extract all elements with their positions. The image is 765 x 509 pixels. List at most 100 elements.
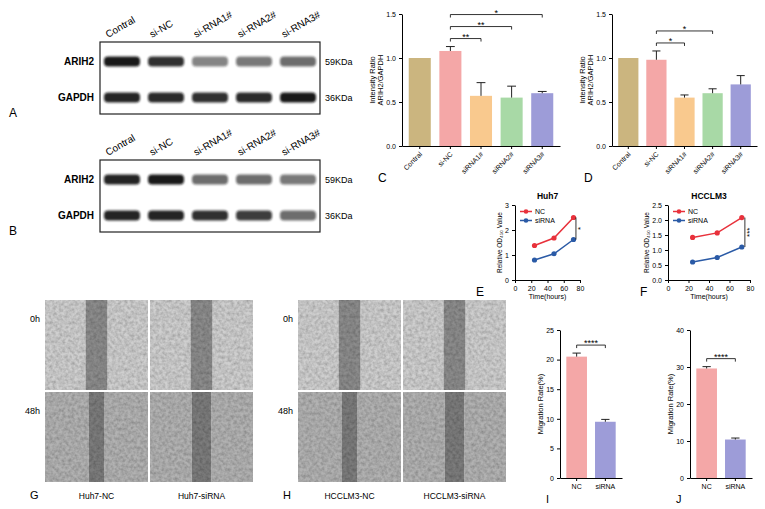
tick-label: 0 [550,475,554,482]
tick-mark [735,478,736,481]
tick-mark [665,205,668,206]
tick: siRNA3# [521,146,546,175]
micrograph [298,300,401,390]
blot-band [280,210,316,220]
tick-label: 80 [747,285,755,292]
figure: Contralsi-NCsi-RNA1#si-RNA2#si-RNA3#ARIH… [0,0,765,509]
y-axis-title: Relative OD₄₅₀ Value [643,212,650,273]
tick: 5 [550,445,560,452]
time-label: 0h [283,314,293,324]
tick-label: 1.0 [652,247,662,254]
tick-label: 0.0 [652,277,662,284]
micrograph [403,300,506,390]
tick-label: 20 [676,401,684,408]
plot-marks [566,353,615,478]
tick: 40 [676,327,690,334]
protein-label: GAPDH [58,92,94,103]
legend-marker [524,218,529,223]
tick-mark [609,14,612,15]
tick-mark [512,205,515,206]
tick: 2.5 [652,202,668,209]
tick-label: siRNA3# [521,150,546,175]
x-axis-title: Time(hours) [529,293,566,301]
x-axis: Contralsi-NCsiRNA1#siRNA2#siRNA3# [402,146,560,175]
tick: 25 [546,327,560,334]
significance-label: * [576,227,585,230]
tick: 20 [685,280,693,292]
blot-band [148,210,184,220]
tick: 40 [544,280,552,292]
bar [595,422,616,478]
blot-band [236,56,272,66]
lane-label: si-RNA3# [280,9,323,40]
series-marker [571,237,576,242]
tick: 10 [546,416,560,423]
tick-label: siRNA1# [460,150,485,175]
y-axis: 0510152025 [546,327,560,482]
x-axis: NC siRNA [691,478,753,490]
tick-mark [580,280,581,283]
bar [618,58,638,146]
tick-label: 0.5 [596,99,606,106]
tick: 10 [676,438,690,445]
bar [702,93,722,146]
lane-label: si-RNA2# [236,127,279,158]
blot-band [280,92,316,102]
bar [439,51,461,146]
tick-mark [515,280,516,283]
series-marker [690,235,695,240]
time-label: 0h [30,314,40,324]
tick-mark [557,478,560,479]
tick-label: si-NC [436,150,453,167]
legend-label: NC [688,208,698,215]
y-axis-title-line: Relative OD₄₅₀ Value [643,212,650,273]
size-label: 59KDa [325,57,353,67]
tick-mark [656,146,657,149]
panel-letter: I [546,493,549,505]
tick-mark [709,280,710,283]
tick: siRNA1# [460,146,485,175]
tick-label: 1 [505,252,509,259]
tick-mark [740,146,741,149]
legend-item: siRNA [520,217,555,224]
tick-label: 80 [577,285,585,292]
line-chart: 0123020406080Relative OD₄₅₀ ValueTime(ho… [496,191,585,301]
bar [566,357,587,478]
tick: 0.5 [386,99,402,106]
tick: siRNA2# [692,146,717,175]
axis-line [612,15,613,147]
y-axis-title: Migration Rate(%) [536,373,545,434]
wound-gap [86,300,108,390]
tick-label: 40 [544,285,552,292]
micrograph [45,300,148,390]
tick: NC [572,478,582,490]
tick: 40 [706,280,714,292]
bar [674,98,694,146]
tick-mark [605,478,606,481]
series-marker [715,230,720,235]
x-axis: 020406080 [667,280,755,292]
tick-label: siRNA2# [692,150,717,175]
tick-label: 2.0 [652,217,662,224]
tick-label: 1.5 [652,232,662,239]
tick: NC [702,478,712,490]
tick-mark [557,330,560,331]
blot-band [104,174,140,184]
error-bar [477,83,486,96]
series-marker [551,235,556,240]
blot-band [236,174,272,184]
error-bar [601,419,609,421]
tick-label: 25 [546,327,554,334]
tick-label: 20 [685,285,693,292]
significance-label: * [669,36,673,46]
tick: 80 [577,280,585,292]
tick-mark [512,280,515,281]
tick-label: 1.5 [386,11,396,18]
tick: 20 [676,401,690,408]
tick: siRNA [725,478,745,490]
wound-gap [339,300,361,390]
tick-label: siRNA3# [720,150,745,175]
blot-band [236,210,272,220]
tick-mark [557,360,560,361]
axis-line [668,206,669,281]
